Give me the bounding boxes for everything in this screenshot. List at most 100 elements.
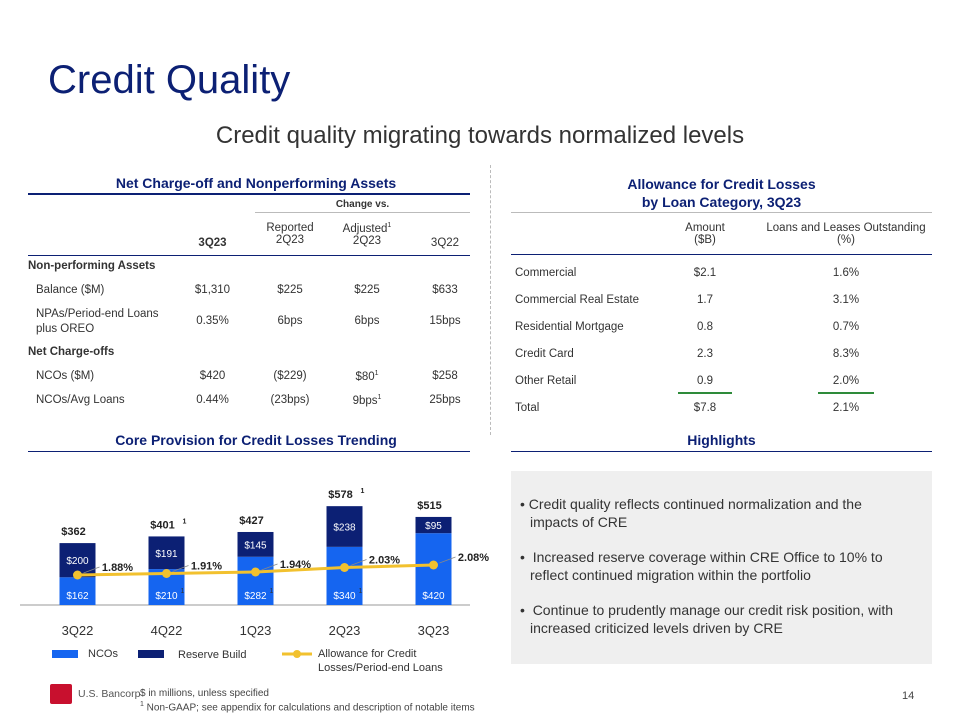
nco-cell: $225	[354, 284, 380, 296]
nco-cell: $225	[277, 284, 303, 296]
bar-label-ncos: $162	[66, 591, 89, 602]
allowance-point	[162, 569, 171, 578]
bar-reserve-build	[237, 531, 274, 557]
acl-cell: $2.1	[693, 267, 717, 279]
bar-label-sup: 1	[359, 588, 363, 595]
allowance-leader	[261, 563, 278, 571]
bar-label-reserve: $238	[333, 523, 356, 534]
highlight-bullet: • Credit quality reflects continued norm…	[520, 496, 862, 530]
x-tick-label: 3Q22	[62, 623, 94, 638]
section-divider	[490, 165, 491, 435]
allowance-point	[251, 567, 260, 577]
acl-table-title: Allowance for Credit Losses by Loan Categ…	[627, 176, 816, 210]
bar-ncos	[237, 556, 274, 605]
acl-cell: $7.8	[693, 402, 717, 414]
col-reported: Reported 2Q23	[266, 222, 314, 246]
legend-label-reserve: Reserve Build	[178, 649, 247, 661]
bar-label-reserve: $191	[155, 549, 178, 560]
acl-row-label: Total	[515, 402, 540, 414]
nco-row-label: NCOs/Avg Loans	[36, 394, 125, 406]
highlight-bullet: • Continue to prudently manage our credi…	[520, 602, 893, 636]
bar-label-reserve: $145	[244, 540, 267, 551]
bar-total-label: $362	[61, 526, 85, 538]
bar-ncos	[326, 546, 363, 605]
acl-row-label: Commercial Real Estate	[515, 294, 639, 306]
highlights-box	[511, 471, 932, 664]
nco-cell: 0.44%	[196, 394, 229, 406]
allowance-label: 1.94%	[280, 559, 311, 571]
bar-label-ncos: $210	[155, 591, 178, 602]
acl-cell: 1.6%	[832, 267, 860, 279]
bar-reserve-build	[326, 506, 363, 547]
nco-cell: 6bps	[277, 315, 303, 327]
nco-cell: $1,310	[194, 284, 231, 296]
usbank-logo-shield-icon	[50, 684, 72, 704]
nco-row-label: NPAs/Period-end Loans plus OREO	[36, 308, 159, 335]
change-vs-label: Change vs.	[335, 199, 390, 210]
bar-total-sup: 1	[361, 488, 365, 495]
acl-cell: 0.9	[697, 375, 713, 387]
allowance-label: 2.08%	[458, 552, 489, 564]
allowance-leader	[350, 559, 367, 566]
highlights-underline	[511, 451, 932, 452]
page-subtitle: Credit quality migrating towards normali…	[215, 122, 745, 149]
bar-label-reserve: $95	[425, 521, 442, 532]
page-title: Credit Quality	[48, 58, 291, 102]
legend-swatch-allowance	[282, 650, 312, 658]
acl-row-label: Other Retail	[515, 375, 577, 387]
acl-cell: 0.8	[697, 321, 713, 333]
chart-title: Core Provision for Credit Losses Trendin…	[115, 432, 397, 448]
page-number: 14	[902, 690, 915, 702]
acl-cell: 2.3	[697, 348, 713, 360]
nco-cell: $420	[199, 370, 226, 382]
allowance-point	[340, 563, 349, 572]
allowance-label: 1.91%	[191, 561, 222, 573]
acl-cell: 3.1%	[832, 294, 860, 306]
allowance-leader	[172, 565, 189, 572]
change-vs-rule	[255, 212, 470, 213]
nco-cell: 0.35%	[196, 315, 229, 327]
footnote-units: $ in millions, unless specified	[140, 688, 269, 699]
allowance-label: 1.88%	[102, 562, 133, 574]
nco-header-rule	[28, 255, 470, 256]
acl-cell: 2.0%	[832, 375, 860, 387]
nco-cell: 9bps1	[352, 394, 382, 407]
nco-title-underline	[28, 193, 470, 195]
bar-reserve-build	[148, 536, 185, 570]
nco-cell: 15bps	[429, 315, 461, 327]
logo-text: U.S. Bancorp	[78, 688, 141, 700]
col-adjusted: Adjusted1 2Q23	[342, 222, 392, 247]
nco-cell: $258	[432, 370, 458, 382]
bar-total-sup: 1	[183, 518, 187, 525]
chart-title-underline	[28, 451, 470, 452]
bar-reserve-build	[415, 516, 452, 534]
bar-ncos	[59, 577, 96, 605]
nco-row-label: NCOs ($M)	[36, 370, 95, 382]
acl-col-amount: Amount ($B)	[685, 222, 725, 246]
nco-cell: ($229)	[273, 370, 307, 382]
allowance-leader	[83, 566, 100, 574]
allowance-point	[73, 570, 82, 580]
highlights-title: Highlights	[687, 432, 756, 448]
acl-row-label: Credit Card	[515, 348, 574, 360]
x-tick-label: 1Q23	[240, 623, 272, 638]
highlight-bullet: • Increased reserve coverage within CRE …	[520, 549, 883, 583]
col-3q23: 3Q23	[198, 237, 227, 249]
acl-cell: 0.7%	[832, 321, 860, 333]
nco-cell: 6bps	[354, 315, 380, 327]
acl-row-label: Residential Mortgage	[515, 321, 624, 333]
x-tick-label: 2Q23	[329, 623, 361, 638]
nco-cell: $633	[432, 284, 458, 296]
bar-label-reserve: $200	[66, 556, 89, 567]
x-tick-label: 3Q23	[418, 623, 450, 638]
legend-swatch-reserve	[138, 650, 164, 658]
allowance-leader	[439, 556, 456, 564]
npa-section-header: Non-performing Assets	[28, 260, 156, 272]
legend-swatch-ncos	[52, 650, 78, 658]
bar-label-ncos: $282	[244, 591, 267, 602]
legend-label-ncos: NCOs	[88, 648, 118, 660]
acl-cell: 1.7	[697, 294, 713, 306]
bar-total-label: $515	[417, 500, 441, 512]
pct-total-underline	[818, 392, 874, 394]
